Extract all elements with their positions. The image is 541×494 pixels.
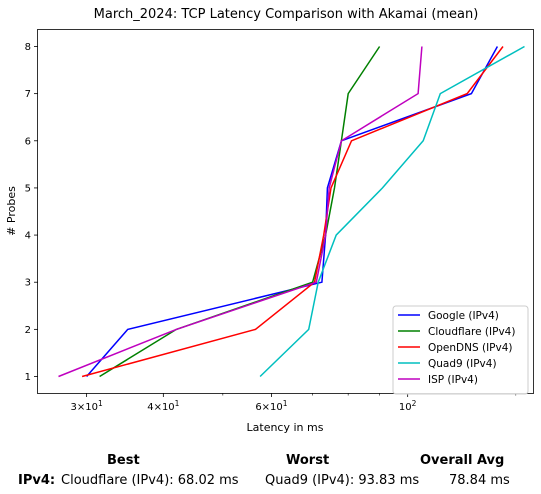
y-tick-label: 7 <box>25 89 31 100</box>
footer-best-header: Best <box>107 453 140 468</box>
series-line-3 <box>259 45 525 378</box>
legend: Google (IPv4) Cloudflare (IPv4) OpenDNS (I… <box>392 305 529 395</box>
legend-label-1: Cloudflare (IPv4) <box>428 326 515 338</box>
y-tick-label: 8 <box>25 42 31 53</box>
footer-overall-value: 78.84 ms <box>449 473 510 488</box>
legend-label-2: OpenDNS (IPv4) <box>428 342 513 354</box>
series-line-4 <box>58 46 423 378</box>
footer-worst-value: Quad9 (IPv4): 93.83 ms <box>265 473 420 488</box>
y-tick-label: 3 <box>25 278 31 289</box>
series-line-1 <box>99 46 381 378</box>
legend-label-0: Google (IPv4) <box>428 310 499 322</box>
y-axis-label: # Probes <box>5 186 18 236</box>
footer-row-label: IPv4: <box>18 473 56 488</box>
x-tick-label: 4×101 <box>147 399 179 413</box>
x-tick-label: 6×101 <box>255 399 287 413</box>
y-tick-label: 6 <box>25 136 31 147</box>
footer-overall-header: Overall Avg <box>420 453 505 468</box>
legend-label-3: Quad9 (IPv4) <box>428 358 497 370</box>
y-tick-label: 2 <box>25 325 31 336</box>
chart-title: March_2024: TCP Latency Comparison with … <box>94 7 479 22</box>
footer-best-value: Cloudflare (IPv4): 68.02 ms <box>61 473 239 488</box>
y-tick-label: 1 <box>25 372 31 383</box>
plot-frame <box>37 29 534 394</box>
y-tick-label: 4 <box>25 231 31 242</box>
legend-label-4: ISP (IPv4) <box>428 374 478 386</box>
legend-box <box>392 305 529 395</box>
y-tick-label: 5 <box>25 183 31 194</box>
x-tick-label: 102 <box>399 399 417 413</box>
x-tick-label: 3×101 <box>70 399 102 413</box>
footer-worst-header: Worst <box>286 453 330 468</box>
x-axis-label: Latency in ms <box>247 421 324 434</box>
